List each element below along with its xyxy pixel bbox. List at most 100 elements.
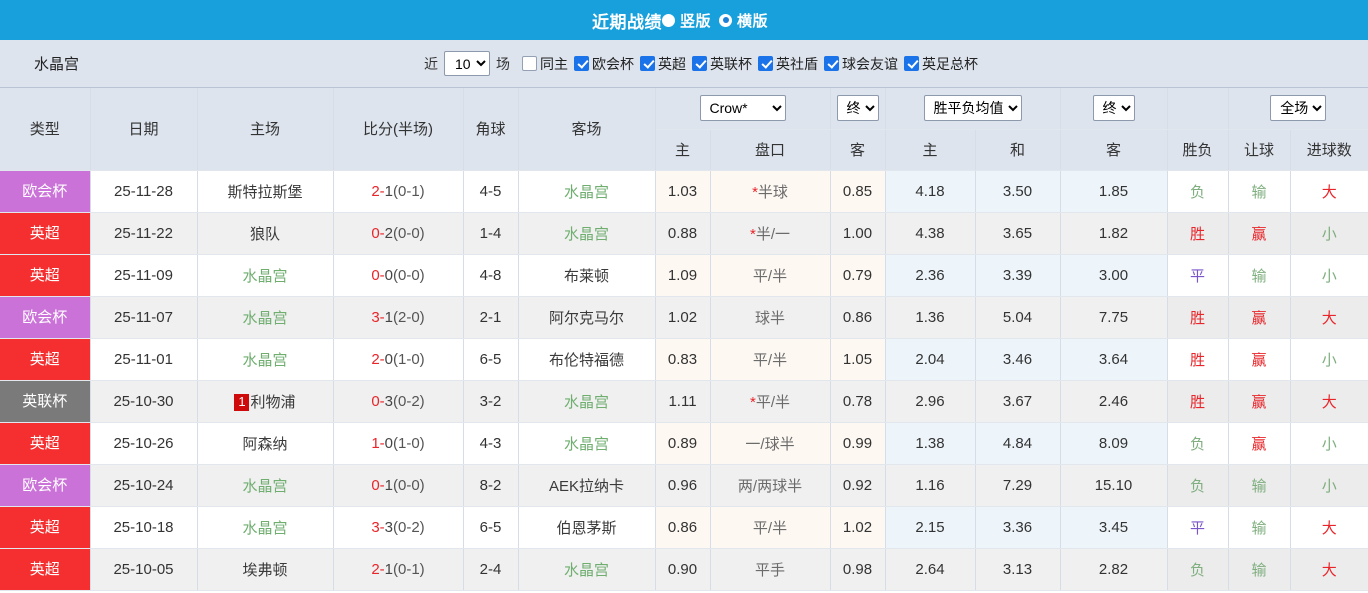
table-row[interactable]: 英超 25-10-18 水晶宫 3-3(0-2) 6-5 伯恩茅斯 0.86 平/半 1.02 2… — [0, 506, 1368, 549]
home-team-name[interactable]: 阿森纳 — [242, 435, 288, 453]
odds-phase-select[interactable]: 初终 — [836, 95, 879, 122]
table-header-row-sub: 主 盘口 客 主 和 客 胜负 让球 进球数 — [0, 129, 1368, 171]
checkbox-league-4[interactable] — [824, 56, 839, 71]
table-row[interactable]: 欧会杯 25-10-24 水晶宫 0-1(0-0) 8-2 AEK拉纳卡 0.96 两/两球半… — [0, 464, 1368, 507]
col-odds-phase-selector-cell: 初终 — [830, 88, 886, 130]
cell-odds-line: 球半 — [710, 296, 831, 339]
cell-odds-line: 两/两球半 — [710, 464, 831, 507]
table-row[interactable]: 英超 25-10-26 阿森纳 1-0(1-0) 4-3 水晶宫 0.89 一/球半 0.99 1… — [0, 422, 1368, 465]
radio-selected-icon[interactable] — [719, 13, 732, 27]
home-team-name[interactable]: 利物浦 — [250, 393, 296, 411]
cell-home-team: 水晶宫 — [197, 254, 334, 297]
table-row[interactable]: 英超 25-11-22 狼队 0-2(0-0) 1-4 水晶宫 0.88 *半/一 1.00 4.… — [0, 212, 1368, 255]
away-team-name[interactable]: 水晶宫 — [563, 435, 609, 453]
scope-select[interactable]: 全场主场客场 — [1270, 95, 1327, 122]
away-team-name[interactable]: AEK拉纳卡 — [548, 477, 624, 495]
cell-eu-draw: 5.04 — [975, 296, 1061, 339]
cell-score: 0-1(0-0) — [333, 464, 464, 507]
away-team-name[interactable]: 水晶宫 — [563, 393, 609, 411]
checkbox-same-home[interactable] — [522, 56, 537, 71]
home-team-name[interactable]: 水晶宫 — [242, 309, 288, 327]
bookmaker-select[interactable]: Crow*Bet365MacauEasybets — [699, 95, 786, 122]
home-team-name[interactable]: 水晶宫 — [242, 519, 288, 537]
col-odds-home: 主 — [655, 129, 711, 171]
cell-odds-away: 1.00 — [830, 212, 886, 255]
away-team-name[interactable]: 阿尔克马尔 — [548, 309, 624, 327]
cell-eu-home: 2.36 — [885, 254, 976, 297]
odds-away-value: 0.86 — [842, 308, 873, 326]
away-team-name[interactable]: 水晶宫 — [563, 561, 609, 579]
result-handicap: 赢 — [1251, 435, 1267, 453]
checkbox-league-0[interactable] — [574, 56, 589, 71]
cell-score: 3-3(0-2) — [333, 506, 464, 549]
match-date: 25-11-09 — [114, 266, 173, 284]
european-odds-home: 4.38 — [915, 224, 945, 242]
view-mode-option-horizontal[interactable]: 横版 — [719, 10, 776, 31]
cell-score: 3-1(2-0) — [333, 296, 464, 339]
col-eu-phase-selector-cell: 初终 — [1060, 88, 1168, 130]
cell-eu-draw: 3.65 — [975, 212, 1061, 255]
match-score: 0-1(0-0) — [371, 476, 425, 494]
radio-unselected-icon[interactable] — [661, 13, 675, 27]
result-goals: 大 — [1321, 309, 1337, 327]
cell-odds-home: 1.03 — [655, 170, 711, 213]
cell-score: 2-0(1-0) — [333, 338, 464, 381]
cell-eu-away: 3.00 — [1060, 254, 1168, 297]
odds-home-value: 0.88 — [667, 224, 698, 242]
col-date: 日期 — [90, 88, 198, 171]
current-team-name: 水晶宫 — [34, 56, 80, 73]
cell-result-handicap: 输 — [1228, 464, 1291, 507]
table-row[interactable]: 英联杯 25-10-30 1 利物浦 0-3(0-2) 3-2 水晶宫 1.11 *平/半 0.7… — [0, 380, 1368, 423]
table-row[interactable]: 欧会杯 25-11-28 斯特拉斯堡 2-1(0-1) 4-5 水晶宫 1.03 *半球 0.8… — [0, 170, 1368, 213]
league-badge: 欧会杯 — [0, 296, 89, 337]
cell-home-team: 斯特拉斯堡 — [197, 170, 334, 213]
handicap-line: 平/半 — [752, 267, 788, 285]
odds-home-value: 1.02 — [667, 308, 698, 326]
table-row[interactable]: 英超 25-11-01 水晶宫 2-0(1-0) 6-5 布伦特福德 0.83 平/半 1.05… — [0, 338, 1368, 381]
match-count-select[interactable]: 6102030 — [444, 51, 490, 76]
match-date: 25-10-24 — [113, 476, 174, 494]
away-team-name[interactable]: 伯恩茅斯 — [556, 519, 617, 537]
european-odds-phase-select[interactable]: 初终 — [1092, 95, 1135, 122]
checkbox-league-5[interactable] — [904, 56, 919, 71]
away-team-name[interactable]: 布伦特福德 — [548, 351, 624, 369]
table-row[interactable]: 英超 25-11-09 水晶宫 0-0(0-0) 4-8 布莱顿 1.09 平/半 0.79 2.… — [0, 254, 1368, 297]
match-date: 25-11-07 — [114, 308, 173, 326]
home-team-name[interactable]: 水晶宫 — [242, 477, 288, 495]
european-odds-source-select[interactable]: 胜平负均值Bet365威廉希尔 — [923, 95, 1022, 122]
results-table: 类型 日期 主场 比分(半场) 角球 客场 Crow*Bet365MacauEa… — [0, 88, 1368, 591]
label-league-0: 欧会杯 — [592, 55, 634, 72]
away-team-name[interactable]: 水晶宫 — [563, 183, 609, 201]
league-badge: 英超 — [0, 212, 89, 253]
cell-score: 2-1(0-1) — [333, 548, 464, 591]
home-team-name[interactable]: 狼队 — [249, 225, 280, 243]
match-score: 3-1(2-0) — [371, 308, 425, 326]
away-team-name[interactable]: 布莱顿 — [563, 267, 609, 285]
view-mode-option-vertical[interactable]: 竖版 — [661, 10, 719, 31]
handicap-line: *半/一 — [749, 225, 790, 243]
home-team-name[interactable]: 埃弗顿 — [242, 561, 288, 579]
handicap-line: 平/半 — [752, 519, 788, 537]
cell-odds-home: 0.86 — [655, 506, 711, 549]
cell-result-goals: 大 — [1290, 170, 1368, 213]
home-team-name[interactable]: 水晶宫 — [242, 267, 288, 285]
cell-corner: 2-1 — [463, 296, 519, 339]
table-row[interactable]: 欧会杯 25-11-07 水晶宫 3-1(2-0) 2-1 阿尔克马尔 1.02 球半 0.86… — [0, 296, 1368, 339]
corner-score: 8-2 — [479, 476, 502, 494]
away-team-name[interactable]: 水晶宫 — [563, 225, 609, 243]
checkbox-league-2[interactable] — [692, 56, 707, 71]
table-row[interactable]: 英超 25-10-05 埃弗顿 2-1(0-1) 2-4 水晶宫 0.90 平手 0.98 2.6… — [0, 548, 1368, 591]
label-league-2: 英联杯 — [710, 55, 752, 72]
col-result-hcp: 让球 — [1228, 129, 1291, 171]
cell-result-wl: 负 — [1167, 548, 1229, 591]
corner-score: 4-8 — [479, 266, 502, 284]
cell-home-team: 阿森纳 — [197, 422, 334, 465]
checkbox-league-1[interactable] — [640, 56, 655, 71]
corner-score: 4-3 — [479, 434, 502, 452]
european-odds-home: 2.64 — [915, 560, 945, 578]
home-team-name[interactable]: 斯特拉斯堡 — [227, 183, 303, 201]
league-badge: 欧会杯 — [0, 464, 89, 505]
cell-league: 欧会杯 — [0, 170, 91, 213]
home-team-name[interactable]: 水晶宫 — [242, 351, 288, 369]
checkbox-league-3[interactable] — [758, 56, 773, 71]
